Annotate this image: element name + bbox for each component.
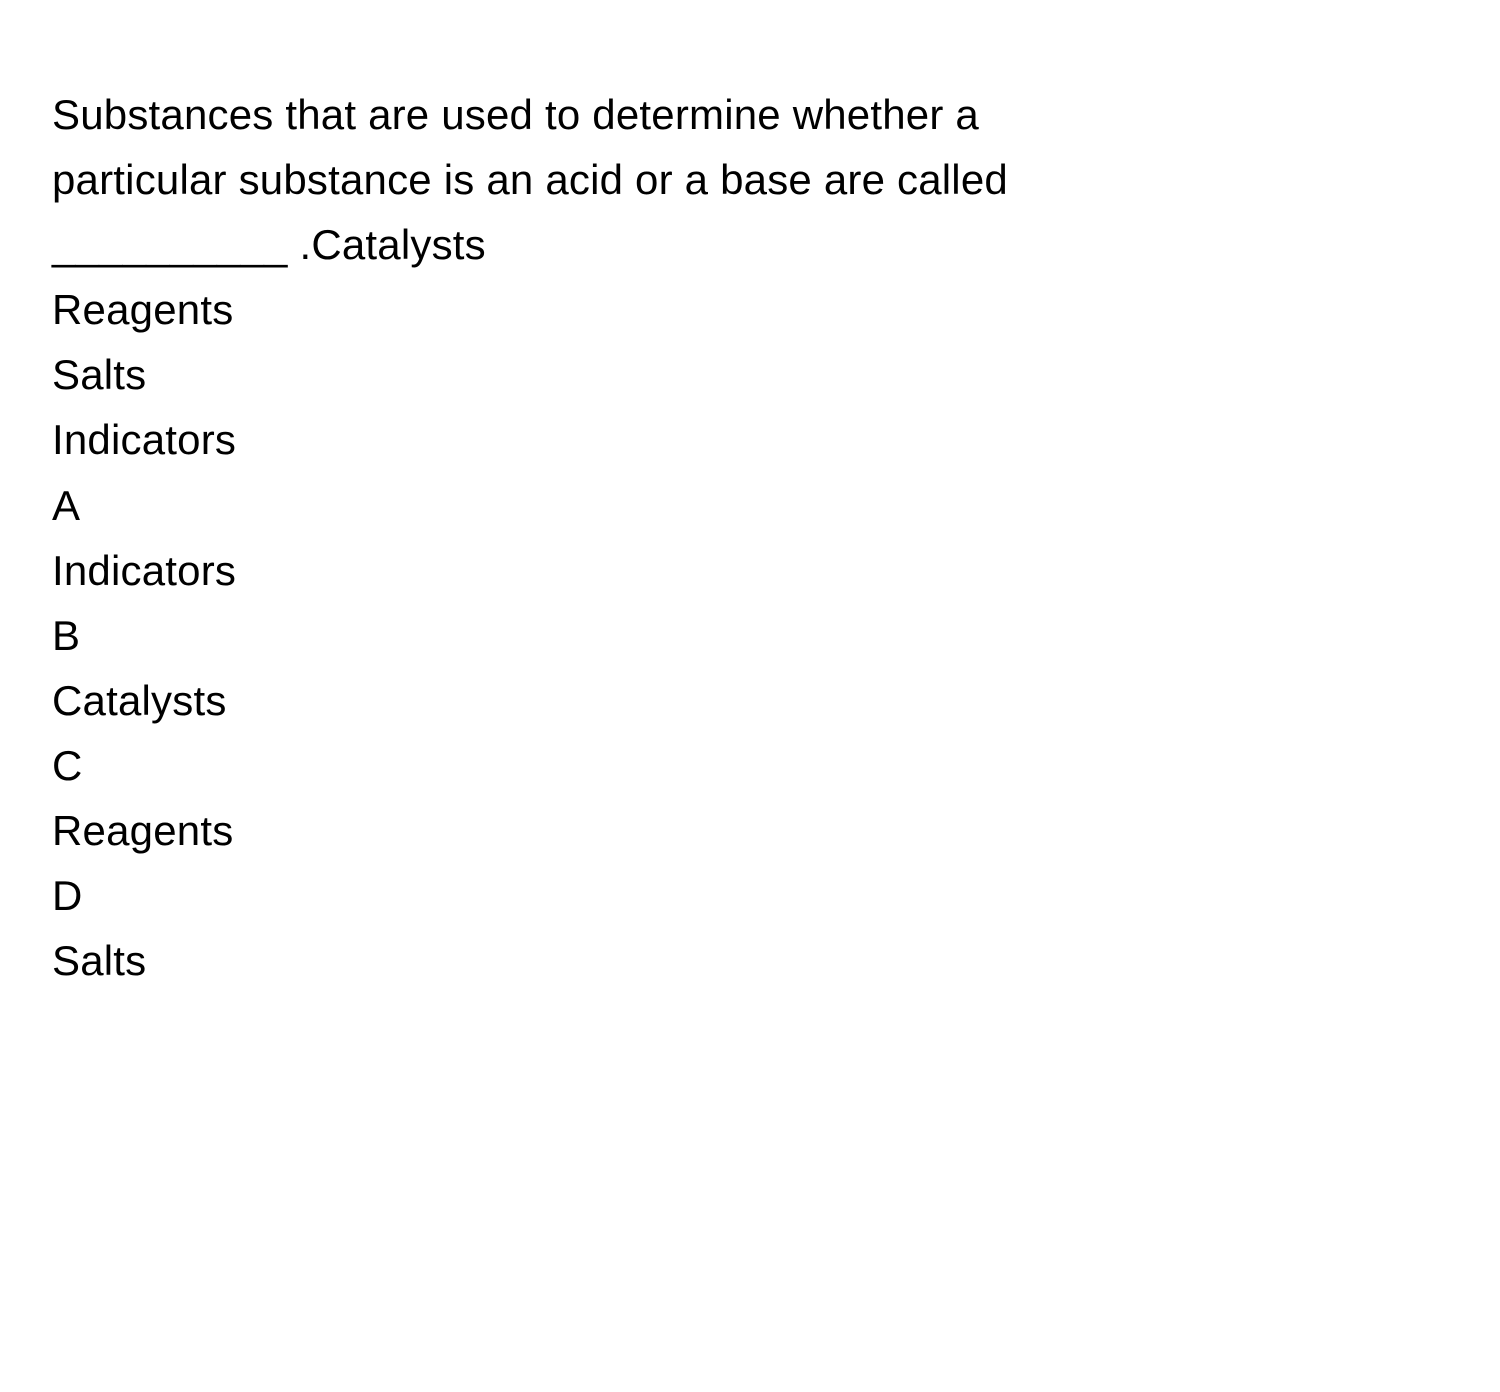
question-container: Substances that are used to determine wh… xyxy=(52,82,1448,993)
option-b-text: Catalysts xyxy=(52,668,1448,733)
option-a-text: Indicators xyxy=(52,538,1448,603)
option-d-text: Salts xyxy=(52,928,1448,993)
option-a-letter: A xyxy=(52,473,1448,538)
question-line-3: __________ .Catalysts xyxy=(52,212,1448,277)
option-b-letter: B xyxy=(52,603,1448,668)
choice-salts: Salts xyxy=(52,342,1448,407)
question-line-2: particular substance is an acid or a bas… xyxy=(52,147,1448,212)
option-d-letter: D xyxy=(52,863,1448,928)
choice-indicators: Indicators xyxy=(52,407,1448,472)
option-c-letter: C xyxy=(52,733,1448,798)
question-line-1: Substances that are used to determine wh… xyxy=(52,82,1448,147)
option-c-text: Reagents xyxy=(52,798,1448,863)
choice-reagents: Reagents xyxy=(52,277,1448,342)
